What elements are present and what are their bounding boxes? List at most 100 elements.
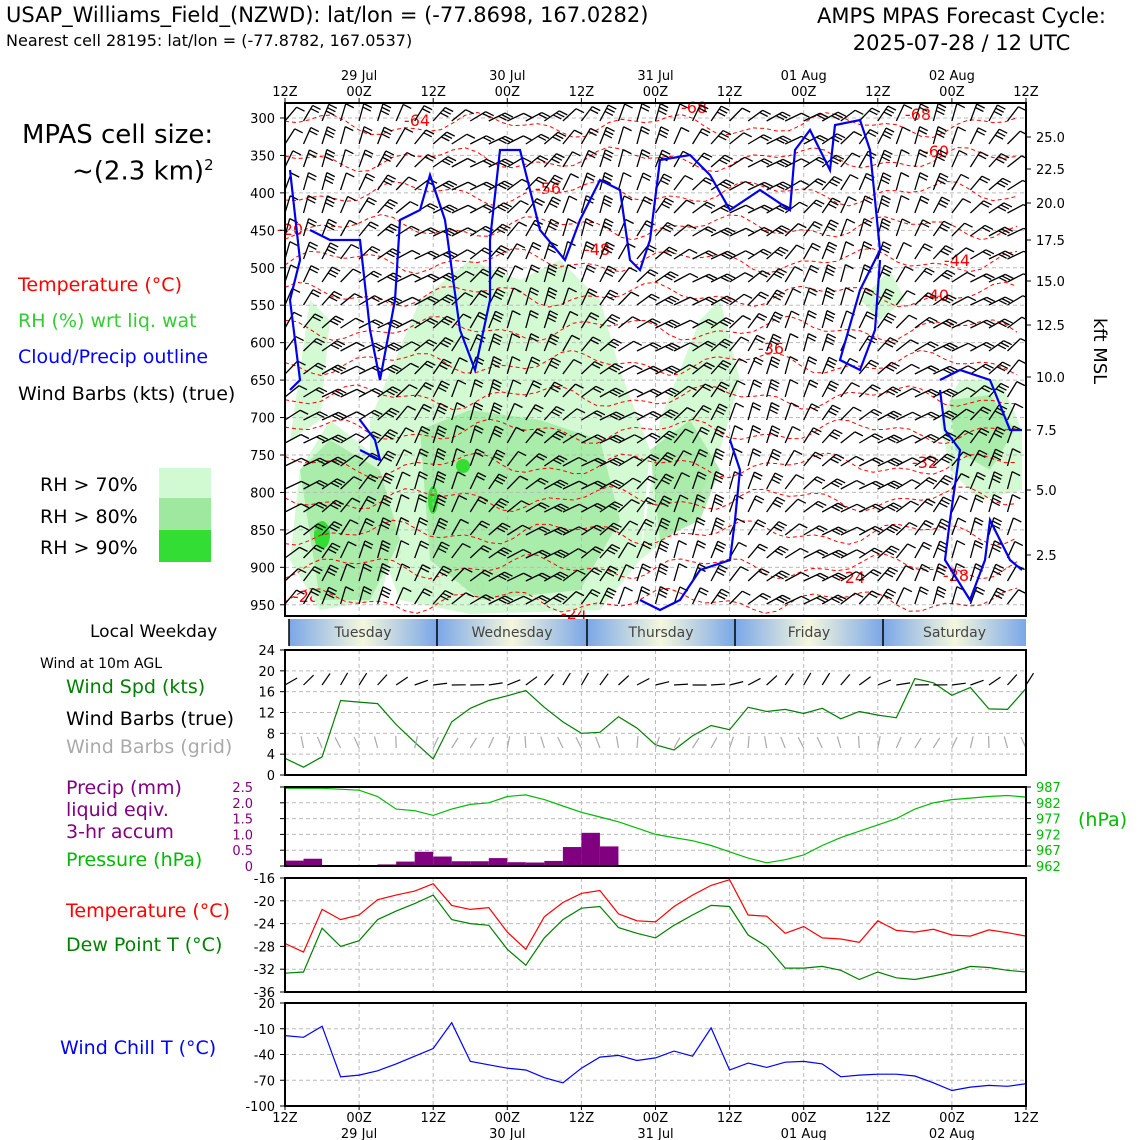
wind-barb-flag <box>462 313 472 319</box>
wind-barb <box>562 310 579 329</box>
wind-barb-flag <box>885 550 895 556</box>
wind-barb-flag <box>328 296 338 302</box>
wind-barb-flag <box>537 504 547 510</box>
wind-barb <box>803 287 818 306</box>
wind-barb <box>877 218 891 237</box>
wind-barb-flag <box>387 174 396 180</box>
wind-barb <box>1007 179 1026 191</box>
wind-barb <box>821 478 846 490</box>
surface-barb-true <box>488 682 503 686</box>
wind-barb-staff <box>1025 304 1026 305</box>
wind-barb <box>525 155 549 168</box>
wind-barb <box>285 360 306 375</box>
wind-barb-flag <box>998 128 1008 134</box>
wind-barb <box>970 224 994 237</box>
wind-barb-flag <box>300 457 310 463</box>
wind-barb <box>321 388 347 398</box>
wind-barb-flag <box>485 111 494 117</box>
wind-barb-flag <box>760 136 769 142</box>
wind-barb-flag <box>559 571 569 577</box>
bottom-date-label: 31 Jul <box>637 1127 673 1140</box>
wind-barb-flag <box>386 390 395 396</box>
wind-barb-flag <box>831 431 841 437</box>
wind-barb-flag <box>734 425 743 431</box>
wind-barb-flag <box>808 356 818 362</box>
wind-barb-flag <box>591 363 601 369</box>
wind-barb <box>377 386 401 398</box>
wind-barb-flag <box>550 387 559 393</box>
wind-barb <box>895 314 918 329</box>
wind-barb <box>784 201 808 214</box>
wind-barb-flag <box>869 110 878 116</box>
wind-barb <box>932 518 950 536</box>
wind-barb-staff <box>451 448 458 467</box>
wind-barb-flag <box>420 429 429 435</box>
wind-barb-flag <box>608 505 618 511</box>
wind-barb-flag <box>718 343 728 349</box>
wind-barb-flag <box>549 202 558 209</box>
wind-barb-flag <box>679 103 689 109</box>
wind-barb <box>654 586 669 605</box>
wind-barb-flag <box>575 591 585 597</box>
wind-barb <box>673 517 688 536</box>
wind-barb <box>1025 417 1026 420</box>
wind-barb-flag <box>659 524 668 530</box>
wind-barb-flag <box>585 218 595 224</box>
wind-barb-flag <box>615 434 625 440</box>
wind-barb-flag <box>776 138 785 144</box>
wind-barb <box>562 569 586 582</box>
wind-barb-flag <box>980 409 989 415</box>
wind-barb <box>636 103 651 122</box>
wind-barb-staff <box>784 356 791 375</box>
wind-barb <box>784 425 801 444</box>
wind-barb-flag <box>1011 471 1021 477</box>
bottom-date-label: 29 Jul <box>341 1127 377 1140</box>
wind-barb <box>451 518 469 536</box>
wind-barb-flag <box>818 525 828 531</box>
wind-barb <box>617 520 639 536</box>
wind-barb-staff <box>766 356 773 375</box>
wind-barb <box>581 480 606 490</box>
wind-barb <box>951 247 975 260</box>
surface-barb-true <box>711 683 726 686</box>
wind-barb-flag <box>720 276 730 282</box>
wind-barb <box>377 103 392 122</box>
wind-barb-flag <box>838 572 847 578</box>
wind-barb <box>951 540 966 559</box>
temp-contour-label: -24 <box>839 568 865 587</box>
wind-barb-flag <box>720 105 730 111</box>
wind-barb-flag <box>480 290 490 296</box>
wind-barb-staff <box>710 517 718 536</box>
wind-barb-flag <box>884 149 893 155</box>
wind-barb-flag <box>411 341 420 347</box>
wind-barb-flag <box>875 480 884 486</box>
wind-barb-flag <box>645 499 654 506</box>
wind-barb-flag <box>947 294 957 300</box>
wind-barb-flag <box>297 568 307 574</box>
wind-barb-flag <box>430 273 440 279</box>
wind-barb <box>710 471 725 490</box>
wind-barb-flag <box>964 429 974 436</box>
wind-barb <box>692 177 714 191</box>
wind-barb <box>543 287 558 306</box>
wind-barb <box>469 472 487 490</box>
wind-barb-staff <box>636 126 643 145</box>
pressure-tick-label: 500 <box>250 262 275 277</box>
wind-barb-flag <box>607 104 617 110</box>
wind-barb-flag <box>423 132 433 138</box>
wind-barb-staff <box>784 379 791 398</box>
wind-barb-flag <box>689 272 699 279</box>
wind-barb <box>636 196 653 214</box>
wind-barb-flag <box>724 154 733 160</box>
wind-barb-flag <box>782 135 792 141</box>
wind-barb-flag <box>614 501 624 507</box>
wind-barb-staff <box>858 311 868 329</box>
wind-barb-flag <box>362 589 372 595</box>
wind-barb <box>1025 258 1026 259</box>
wind-barb-staff <box>525 111 543 122</box>
wind-barb-flag <box>556 505 566 511</box>
wind-barb-flag <box>319 434 329 440</box>
wind-barb-flag <box>745 204 755 210</box>
wind-barb-flag <box>1040 294 1048 298</box>
wind-barb-flag <box>830 458 839 464</box>
